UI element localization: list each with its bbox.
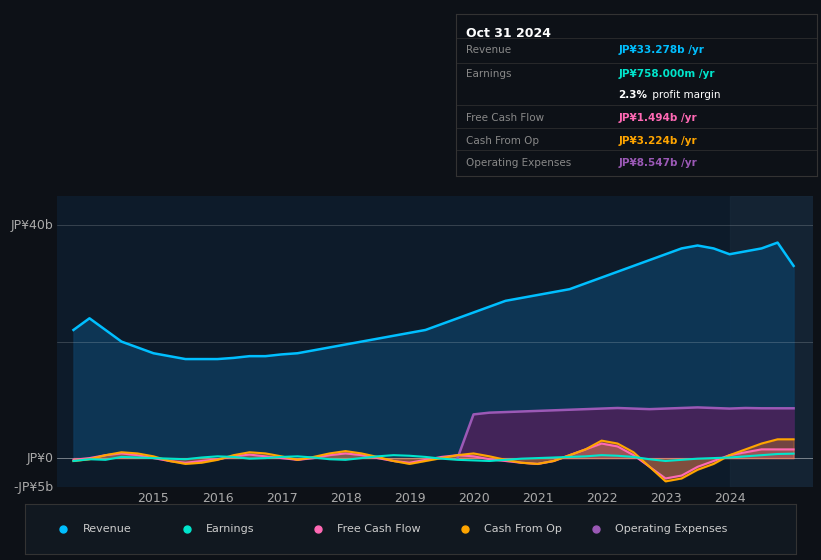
Text: Oct 31 2024: Oct 31 2024	[466, 27, 552, 40]
Text: JP¥758.000m /yr: JP¥758.000m /yr	[618, 69, 715, 79]
Text: JP¥40b: JP¥40b	[11, 218, 53, 232]
Text: Operating Expenses: Operating Expenses	[466, 158, 571, 169]
Text: JP¥1.494b /yr: JP¥1.494b /yr	[618, 113, 697, 123]
Text: Earnings: Earnings	[466, 69, 512, 79]
Text: Revenue: Revenue	[466, 45, 511, 55]
Text: 2.3%: 2.3%	[618, 90, 647, 100]
Text: JP¥33.278b /yr: JP¥33.278b /yr	[618, 45, 704, 55]
Text: -JP¥5b: -JP¥5b	[14, 480, 53, 494]
Text: Cash From Op: Cash From Op	[484, 524, 562, 534]
Text: JP¥8.547b /yr: JP¥8.547b /yr	[618, 158, 697, 169]
Text: Earnings: Earnings	[206, 524, 255, 534]
Text: Operating Expenses: Operating Expenses	[615, 524, 727, 534]
Text: JP¥0: JP¥0	[27, 451, 53, 465]
Text: Revenue: Revenue	[83, 524, 131, 534]
Bar	[730, 196, 813, 487]
Text: Free Cash Flow: Free Cash Flow	[466, 113, 544, 123]
Text: Free Cash Flow: Free Cash Flow	[337, 524, 421, 534]
Text: profit margin: profit margin	[649, 90, 720, 100]
Text: Cash From Op: Cash From Op	[466, 136, 539, 146]
Text: JP¥3.224b /yr: JP¥3.224b /yr	[618, 136, 697, 146]
